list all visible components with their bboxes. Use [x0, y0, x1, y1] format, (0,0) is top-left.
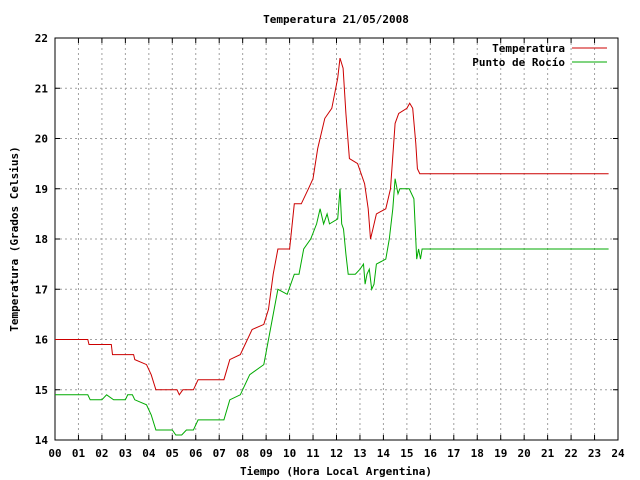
x-tick-label: 20	[518, 447, 531, 460]
x-tick-label: 22	[564, 447, 577, 460]
x-tick-label: 17	[447, 447, 460, 460]
x-tick-label: 11	[306, 447, 320, 460]
y-tick-label: 22	[35, 32, 48, 45]
chart-title: Temperatura 21/05/2008	[263, 13, 409, 26]
x-tick-label: 16	[424, 447, 438, 460]
ticks: 00 01 02 03 04 05 06 07 08 09 10 11 12 13 14 15 16 17 18 19…	[35, 32, 625, 460]
y-tick-label: 17	[35, 283, 48, 296]
y-tick-label: 18	[35, 233, 48, 246]
x-tick-label: 19	[494, 447, 507, 460]
series-line-0	[55, 57, 609, 396]
y-tick-label: 20	[35, 133, 48, 146]
x-tick-label: 02	[95, 447, 108, 460]
y-tick-label: 15	[35, 384, 48, 397]
y-tick-label: 19	[35, 183, 48, 196]
x-tick-label: 12	[330, 447, 343, 460]
x-tick-label: 06	[189, 447, 203, 460]
x-tick-label: 14	[377, 447, 391, 460]
x-tick-label: 09	[260, 447, 273, 460]
legend-label: Punto de Rocío	[472, 56, 565, 69]
x-tick-label: 07	[213, 447, 226, 460]
x-tick-label: 13	[353, 447, 366, 460]
legend-label: Temperatura	[492, 42, 565, 55]
y-tick-label: 14	[35, 434, 49, 447]
x-tick-label: 00	[48, 447, 61, 460]
x-tick-label: 21	[541, 447, 555, 460]
x-tick-label: 23	[588, 447, 601, 460]
x-tick-label: 15	[400, 447, 413, 460]
x-tick-label: 18	[471, 447, 484, 460]
x-tick-label: 03	[119, 447, 132, 460]
x-tick-label: 24	[611, 447, 625, 460]
series	[55, 57, 609, 436]
y-tick-label: 21	[35, 82, 49, 95]
series-line-1	[55, 178, 609, 436]
x-tick-label: 01	[72, 447, 86, 460]
x-tick-label: 05	[166, 447, 179, 460]
y-axis-label: Temperatura (Grados Celsius)	[8, 146, 21, 331]
y-tick-label: 16	[35, 334, 49, 347]
grid	[55, 38, 618, 440]
x-tick-label: 04	[142, 447, 156, 460]
x-tick-label: 10	[283, 447, 296, 460]
x-tick-label: 08	[236, 447, 249, 460]
x-axis-label: Tiempo (Hora Local Argentina)	[240, 465, 432, 478]
